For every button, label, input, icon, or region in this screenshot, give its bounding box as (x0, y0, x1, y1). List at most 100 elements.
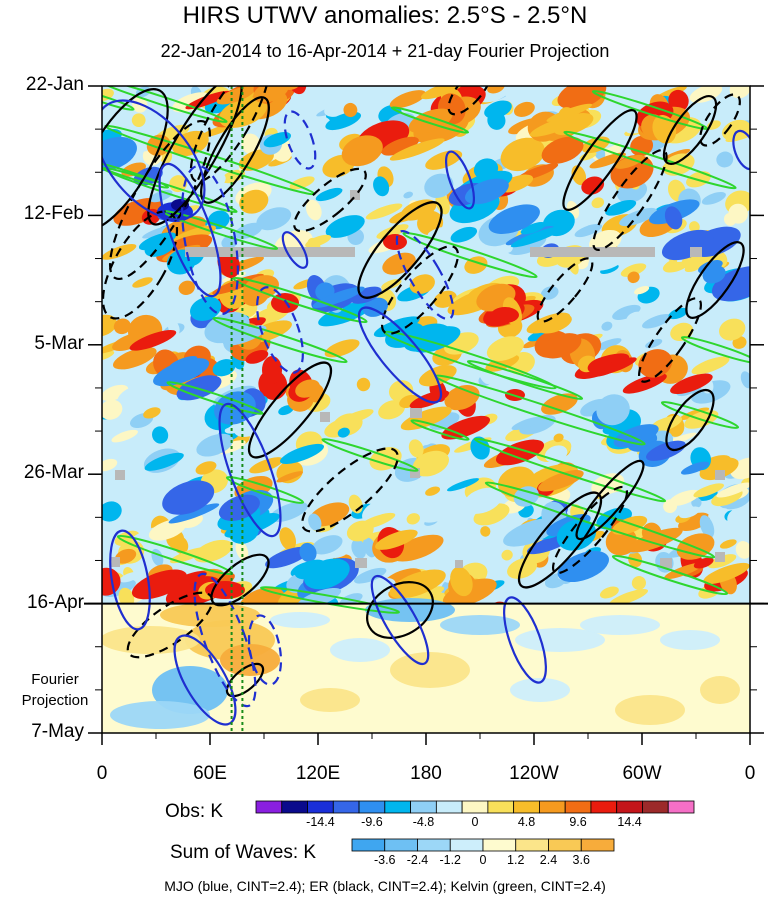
er-contour (685, 241, 745, 319)
obs-cell (172, 92, 210, 113)
obs-cell (162, 480, 215, 515)
obs-cell (693, 557, 714, 569)
obs-cell (189, 296, 222, 321)
er-contour (147, 86, 243, 226)
obs-cell (356, 377, 371, 392)
obs-colorbar-swatch (410, 800, 437, 814)
mjo-contour (395, 229, 455, 321)
missing-data (455, 560, 463, 568)
obs-colorbar-swatch (255, 800, 283, 814)
obs-cell (436, 240, 472, 259)
mjo-contour (102, 99, 206, 221)
wave-cell (440, 615, 520, 635)
obs-cell (144, 237, 175, 257)
waves-colorbar-label: 3.6 (572, 853, 590, 867)
obs-cell (553, 113, 594, 136)
obs-cell (622, 373, 667, 394)
obs-cell (279, 527, 297, 551)
obs-cell (727, 508, 749, 529)
wave-cell (510, 678, 570, 702)
obs-cell (626, 311, 644, 324)
obs-cell (500, 137, 545, 172)
obs-cell (519, 415, 556, 435)
obs-cell (719, 318, 746, 341)
obs-cell (594, 489, 630, 505)
obs-cell (318, 301, 373, 327)
obs-cell (304, 558, 350, 590)
obs-cell (118, 587, 135, 604)
missing-data (410, 408, 422, 418)
obs-cell (337, 427, 350, 438)
er-contour (665, 388, 715, 452)
obs-cell (425, 486, 441, 496)
obs-cell (735, 541, 750, 559)
er-contour (210, 553, 270, 607)
obs-cell (400, 406, 452, 431)
obs-cell (409, 274, 435, 294)
x-tick-label: 120E (295, 763, 341, 784)
obs-cell (102, 189, 118, 214)
waves-colorbar-label: 0 (479, 853, 487, 867)
waves-colorbar-swatch (384, 838, 418, 852)
missing-data (185, 247, 355, 257)
obs-cell (263, 131, 291, 148)
obs-cell (239, 189, 269, 214)
missing-data (350, 190, 360, 200)
obs-cell (319, 327, 332, 340)
wave-cell (270, 612, 330, 628)
obs-cell (148, 519, 186, 541)
obs-cell (168, 503, 220, 524)
obs-cell (470, 436, 490, 460)
y-tick-label: 7-May (31, 721, 84, 742)
er-contour (126, 591, 214, 659)
waves-colorbar-swatch (580, 838, 615, 852)
mjo-contour (370, 574, 430, 666)
obs-cell (178, 280, 195, 295)
obs-cell (589, 152, 626, 169)
er-contour (366, 581, 434, 639)
obs-cell (331, 485, 359, 501)
obs-cell (642, 313, 672, 329)
mjo-contour (732, 129, 750, 171)
obs-colorbar-label: -14.4 (306, 815, 335, 829)
obs-cell (228, 519, 260, 544)
er-contour (699, 93, 741, 147)
obs-cell (297, 102, 326, 117)
mjo-contour (193, 572, 257, 708)
obs-cell (503, 518, 559, 547)
obs-cell (450, 566, 473, 597)
waves-colorbar-swatch (482, 838, 517, 852)
chart-title: HIRS UTWV anomalies: 2.5°S - 2.5°N (182, 2, 588, 29)
obs-cell (587, 357, 612, 373)
obs-cell (131, 569, 188, 600)
obs-colorbar-swatch (332, 800, 360, 814)
obs-colorbar-swatch (642, 800, 669, 814)
obs-cell (132, 277, 153, 288)
colorbars (255, 800, 695, 852)
obs-cell (152, 426, 169, 444)
obs-colorbar-label: -4.8 (412, 815, 435, 829)
obs-cell (670, 373, 713, 395)
obs-cell (389, 138, 445, 161)
obs-cell (406, 513, 420, 525)
kelvin-contour (102, 161, 170, 189)
obs-cell (652, 115, 677, 144)
obs-cell (668, 307, 688, 320)
mjo-contour (503, 596, 547, 684)
obs-cell (520, 222, 546, 235)
obs-cell (224, 415, 265, 434)
obs-cell (143, 407, 161, 419)
obs-cell (725, 409, 750, 422)
obs-cell (605, 199, 637, 216)
fourier-projection-label: Fourier Projection (12, 671, 98, 709)
wave-cell (160, 603, 260, 627)
obs-cell (317, 456, 349, 472)
obs-cell (501, 86, 520, 99)
obs-cell (362, 297, 389, 317)
obs-cell (620, 263, 647, 277)
obs-cell (446, 310, 476, 326)
missing-data (115, 470, 125, 480)
obs-cell (295, 379, 320, 398)
y-tick-label: 26-Mar (23, 462, 84, 484)
obs-cell (325, 215, 365, 238)
